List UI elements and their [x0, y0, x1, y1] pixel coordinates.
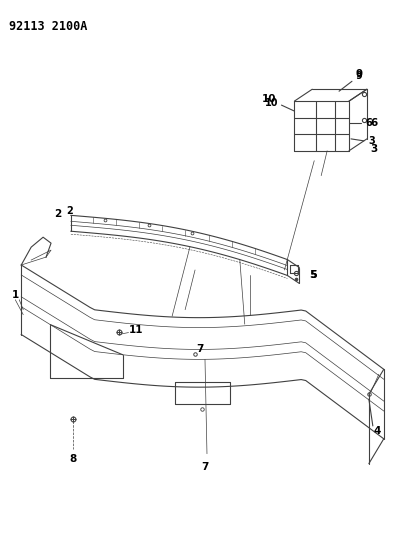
Text: 4: 4 [372, 426, 379, 436]
Text: 7: 7 [201, 462, 208, 472]
Text: 7: 7 [196, 344, 203, 354]
Text: 2: 2 [66, 206, 73, 216]
Text: 1: 1 [12, 290, 19, 300]
Text: 5: 5 [309, 270, 316, 280]
Text: 9: 9 [355, 71, 361, 82]
Text: 3: 3 [368, 136, 374, 146]
Text: 5: 5 [309, 270, 316, 280]
Text: 8: 8 [69, 454, 76, 464]
Text: 10: 10 [264, 98, 277, 108]
Text: 9: 9 [354, 69, 362, 79]
Text: 10: 10 [262, 94, 276, 104]
Text: 6: 6 [364, 118, 371, 128]
Text: 3: 3 [369, 144, 377, 154]
Text: 6: 6 [369, 118, 377, 128]
Text: 92113 2100A: 92113 2100A [9, 20, 87, 33]
Text: 2: 2 [54, 209, 61, 219]
Text: 11: 11 [129, 325, 143, 335]
